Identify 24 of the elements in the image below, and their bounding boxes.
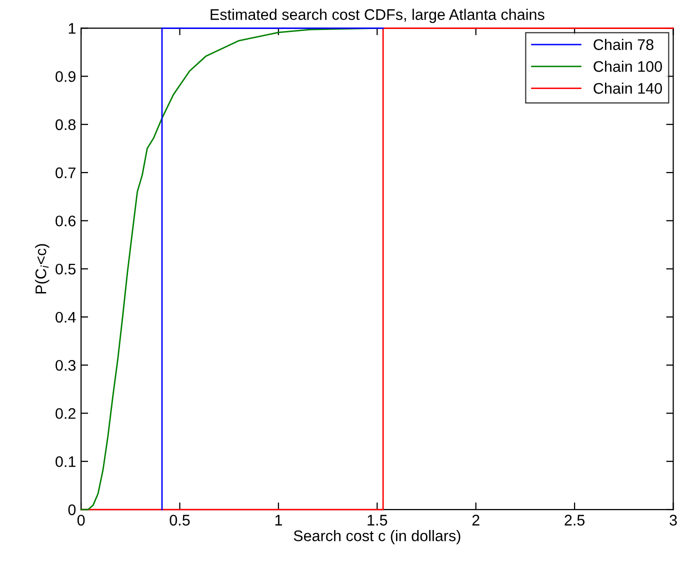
y-tick-label: 0.4 xyxy=(56,312,76,323)
y-tick-label: 0.8 xyxy=(56,119,76,130)
x-tick-label: 0 xyxy=(77,514,85,526)
x-tick-label: 2 xyxy=(472,514,480,526)
y-axis-title: P(C$_{i}$<c) xyxy=(35,244,50,294)
y-tick-label: 0.6 xyxy=(56,216,76,226)
y-tick-label: 0.7 xyxy=(56,167,76,178)
legend-label: Chain 100 xyxy=(594,60,662,72)
chart-title: Estimated search cost CDFs, large Atlanta chains xyxy=(210,8,544,23)
y-tick-label: 0.3 xyxy=(56,360,76,371)
x-axis-title: Search cost c (in dollars) xyxy=(294,530,460,544)
y-tick-label: 0 xyxy=(68,504,76,516)
x-tick-label: 0.5 xyxy=(170,514,190,526)
x-tick-label: 3 xyxy=(670,514,677,526)
x-tick-label: 2.5 xyxy=(564,514,585,526)
legend-label: Chain 78 xyxy=(594,38,654,50)
y-tick-label: 0.1 xyxy=(56,456,76,468)
legend-label: Chain 140 xyxy=(594,82,662,94)
y-tick-label: 0.5 xyxy=(56,264,76,275)
y-tick-label: 0.9 xyxy=(56,71,76,82)
y-tick-label: 0.2 xyxy=(56,408,76,419)
y-tick-label: 1 xyxy=(68,23,76,34)
x-tick-label: 1 xyxy=(275,514,282,526)
x-tick-label: 1.5 xyxy=(368,514,388,526)
